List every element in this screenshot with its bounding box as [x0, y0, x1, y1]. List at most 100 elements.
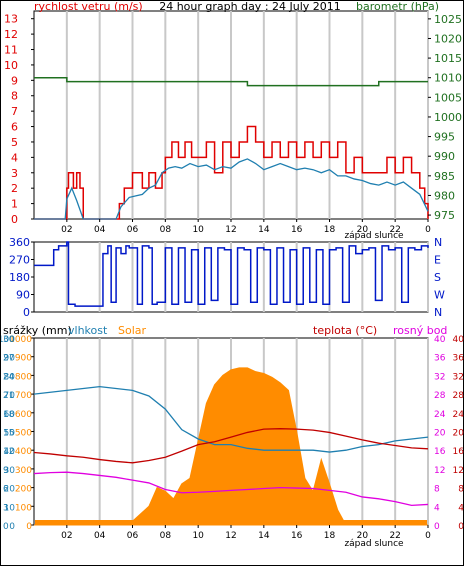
temperature-tick-label: 0 — [458, 522, 464, 532]
x-tick-label: 22 — [389, 225, 400, 235]
humidity-tick-label: 10 — [4, 503, 16, 513]
temperature-line — [33, 428, 429, 464]
wind-tick-label: 10 — [4, 59, 18, 72]
x-tick-label: 18 — [324, 531, 336, 541]
solar-tick-label: 800 — [15, 372, 32, 382]
dewpoint-tick-label: 28 — [434, 391, 446, 401]
temperature-tick-label: 28 — [453, 391, 464, 401]
dewpoint-tick-label: 40 — [434, 335, 446, 345]
rain-tick-label: 15 — [3, 429, 14, 439]
wind-gust-line — [34, 125, 429, 220]
dewpoint-tick-label: 16 — [434, 447, 446, 457]
pressure-tick-label: 985 — [434, 170, 455, 183]
x-tick-label: 20 — [357, 225, 369, 235]
humidity-tick-label: 40 — [4, 447, 16, 457]
direction-degree-label: 0 — [23, 306, 30, 319]
wind-panel-grid — [65, 11, 429, 219]
temperature-tick-label: 40 — [453, 335, 464, 345]
x-tick-label: 08 — [160, 225, 172, 235]
weather-panel-series — [33, 367, 429, 526]
wind-tick-label: 4 — [11, 151, 18, 164]
x-tick-label: 12 — [225, 225, 236, 235]
dewpoint-line — [33, 471, 429, 507]
pressure-tick-label: 980 — [434, 189, 455, 202]
wind-tick-label: 1 — [11, 198, 18, 211]
x-tick-label: 22 — [389, 531, 400, 541]
dewpoint-tick-label: 20 — [434, 429, 446, 439]
x-tick-label: 0 — [425, 531, 431, 541]
wind-tick-label: 2 — [11, 182, 18, 195]
solar-tick-label: 200 — [15, 485, 32, 495]
solar-area — [34, 367, 428, 526]
solar-tick-label: 400 — [15, 447, 32, 457]
sunset-label-bottom: západ slunce — [344, 539, 404, 549]
compass-label: S — [434, 271, 441, 284]
x-tick-label: 14 — [258, 225, 270, 235]
x-tick-label: 12 — [225, 531, 236, 541]
solar-tick-label: 900 — [15, 354, 32, 364]
rain-tick-label: 27 — [3, 354, 14, 364]
humidity-tick-label: 0 — [9, 522, 15, 532]
humidity-line — [33, 385, 429, 453]
wind-tick-label: 0 — [11, 213, 18, 226]
solar-tick-label: 600 — [15, 410, 32, 420]
dewpoint-axis-label: rosný bod — [393, 324, 447, 337]
pressure-tick-label: 990 — [434, 150, 455, 163]
solar-tick-label: 500 — [15, 429, 32, 439]
wind-tick-label: 8 — [11, 90, 18, 103]
humidity-tick-label: 20 — [4, 485, 16, 495]
temperature-tick-label: 24 — [453, 410, 464, 420]
humidity-tick-label: 30 — [4, 466, 16, 476]
temperature-tick-label: 12 — [453, 466, 464, 476]
x-tick-label: 14 — [258, 531, 270, 541]
wind-tick-label: 6 — [11, 121, 18, 134]
x-tick-label: 16 — [291, 531, 303, 541]
wind-panel-ticks: 02 04 06 08 10 12 14 16 18 20 22 001234567891011121… — [4, 13, 462, 235]
solar-tick-label: 700 — [15, 391, 32, 401]
x-tick-label: 16 — [291, 225, 303, 235]
pressure-tick-label: 1025 — [434, 13, 462, 26]
x-tick-label: 06 — [127, 531, 139, 541]
direction-degree-label: 180 — [9, 271, 30, 284]
x-tick-label: 20 — [357, 531, 369, 541]
dewpoint-tick-label: 32 — [434, 372, 445, 382]
temperature-axis-label: teplota (°C) — [313, 324, 377, 337]
x-tick-label: 18 — [324, 225, 336, 235]
wind-direction-line — [34, 241, 429, 307]
x-tick-label: 06 — [127, 225, 139, 235]
pressure-tick-label: 975 — [434, 209, 455, 222]
dewpoint-tick-label: 8 — [434, 485, 440, 495]
humidity-tick-label: 80 — [4, 372, 16, 382]
x-tick-label: 02 — [61, 225, 72, 235]
compass-label: N — [434, 306, 442, 319]
pressure-tick-label: 1000 — [434, 111, 462, 124]
rain-tick-label: 21 — [3, 391, 14, 401]
wind-tick-label: 12 — [4, 28, 18, 41]
x-tick-label: 04 — [94, 225, 106, 235]
pressure-tick-label: 995 — [434, 131, 455, 144]
rain-tick-label: 18 — [3, 410, 15, 420]
dewpoint-tick-label: 12 — [434, 466, 445, 476]
sunset-label-top: západ slunce — [344, 231, 404, 241]
rain-axis-label: srážky (mm) — [3, 324, 72, 337]
pressure-tick-label: 1010 — [434, 72, 462, 85]
solar-tick-label: 300 — [15, 466, 32, 476]
solar-axis-label: Solar — [118, 324, 147, 337]
dewpoint-tick-label: 36 — [434, 354, 446, 364]
pressure-tick-label: 1020 — [434, 32, 462, 45]
wind-panel-series — [34, 76, 429, 220]
pressure-tick-label: 1005 — [434, 91, 462, 104]
x-tick-label: 08 — [160, 531, 172, 541]
direction-degree-label: 90 — [16, 289, 30, 302]
compass-label: W — [434, 289, 445, 302]
rain-tick-label: 24 — [3, 372, 15, 382]
solar-tick-label: 1000 — [9, 335, 32, 345]
direction-panel-series — [34, 241, 429, 307]
solar-tick-label: 100 — [15, 503, 32, 513]
temperature-tick-label: 8 — [458, 485, 464, 495]
x-tick-label: 10 — [192, 531, 204, 541]
wind-tick-label: 13 — [4, 13, 18, 26]
